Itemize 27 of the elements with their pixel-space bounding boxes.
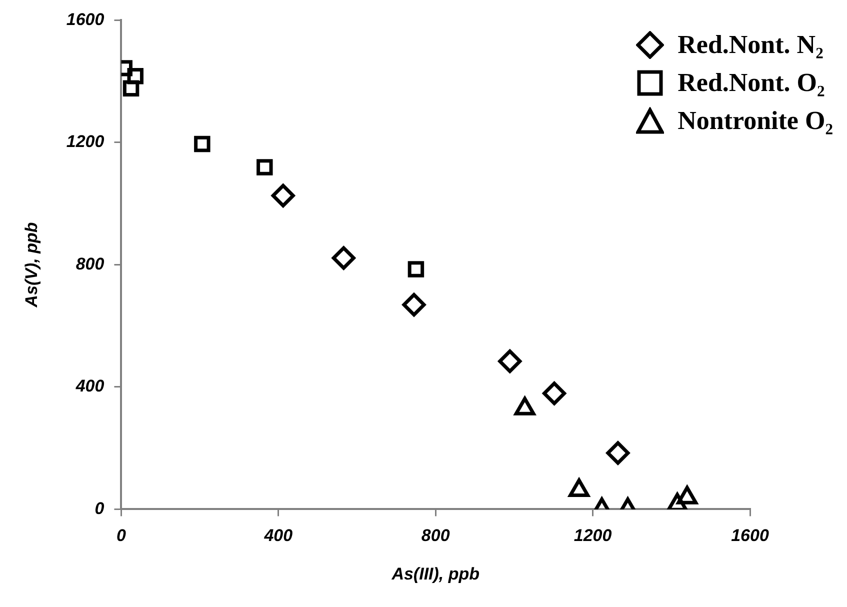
legend-label: Red.Nont. N₂ — [678, 30, 824, 60]
point — [127, 68, 144, 84]
y-tick-label: 800 — [76, 254, 105, 274]
x-axis-title: As(III), ppb — [390, 564, 480, 584]
point — [666, 492, 688, 510]
point — [402, 292, 426, 316]
y-tick-label: 0 — [94, 498, 105, 518]
point — [676, 486, 698, 504]
x-tick-label: 1600 — [731, 526, 770, 546]
y-axis-title: As(V), ppb — [22, 222, 41, 308]
y-tick-label: 400 — [74, 376, 105, 396]
point — [122, 80, 140, 96]
point — [256, 159, 273, 176]
x-tick-label: 800 — [421, 526, 450, 546]
point — [408, 261, 424, 278]
x-tick-label: 1200 — [574, 526, 612, 546]
legend-label: Nontronite O₂ — [678, 106, 833, 136]
x-tick-label: 400 — [263, 526, 294, 546]
y-tick-label: 1200 — [66, 132, 105, 152]
point — [514, 396, 536, 416]
point — [271, 184, 295, 208]
legend-label: Red.Nont. O₂ — [678, 68, 825, 98]
point — [194, 136, 210, 152]
point — [568, 478, 590, 497]
x-tick-label: 0 — [116, 526, 126, 546]
point — [332, 246, 356, 270]
y-tick-label: 1600 — [66, 10, 105, 29]
